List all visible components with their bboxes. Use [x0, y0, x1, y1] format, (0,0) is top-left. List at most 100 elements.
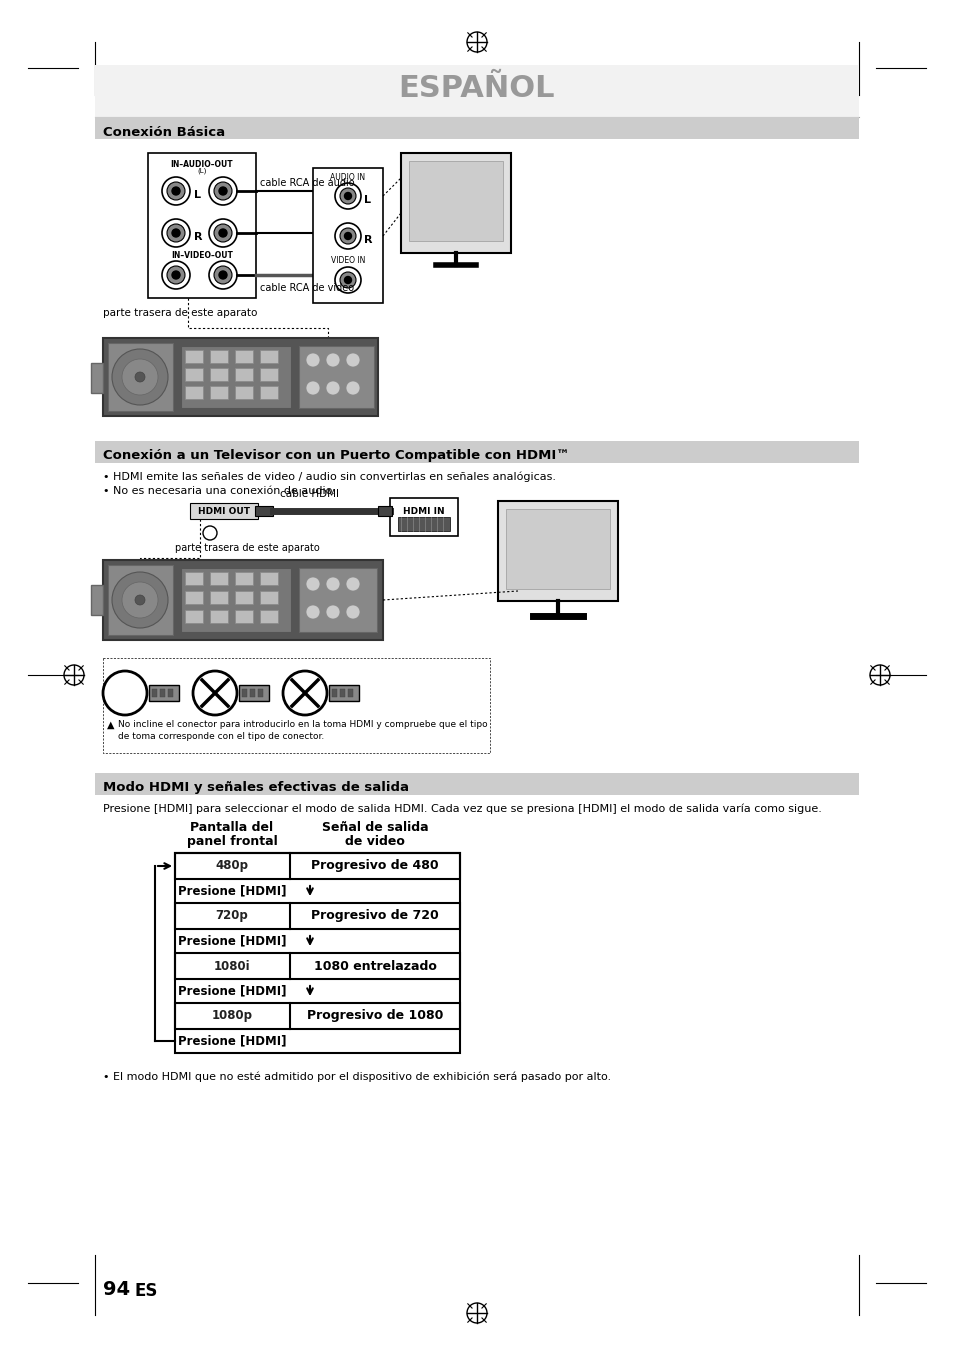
Bar	[239, 684, 269, 701]
Bar	[95, 117, 858, 139]
Bar	[185, 386, 203, 400]
Bar	[254, 506, 273, 516]
Text: HDMI OUT: HDMI OUT	[198, 506, 250, 516]
Bar	[174, 1003, 459, 1029]
Bar	[174, 853, 459, 1053]
Circle shape	[135, 373, 145, 382]
Text: R: R	[193, 232, 202, 242]
Text: de video: de video	[345, 836, 404, 848]
Circle shape	[344, 277, 351, 284]
Bar	[210, 350, 228, 363]
Bar	[260, 369, 277, 381]
Bar	[185, 350, 203, 363]
Circle shape	[344, 232, 351, 239]
Bar	[95, 65, 858, 117]
Bar	[210, 369, 228, 381]
Bar	[377, 506, 392, 516]
Text: 1080p: 1080p	[212, 1010, 253, 1022]
Bar	[91, 585, 103, 616]
Bar	[108, 343, 172, 410]
Circle shape	[135, 595, 145, 605]
Text: Señal de salida: Señal de salida	[321, 821, 428, 834]
Circle shape	[112, 350, 168, 405]
Circle shape	[213, 182, 232, 200]
Text: IN–AUDIO–OUT: IN–AUDIO–OUT	[171, 161, 233, 169]
Circle shape	[219, 188, 227, 194]
Circle shape	[167, 224, 185, 242]
Bar	[190, 504, 257, 518]
Text: IN–VIDEO–OUT: IN–VIDEO–OUT	[171, 251, 233, 261]
Bar	[260, 572, 277, 585]
Bar	[234, 610, 253, 622]
Text: • No es necesaria una conexión de audio.: • No es necesaria una conexión de audio.	[103, 486, 335, 495]
Text: de toma corresponde con el tipo de conector.: de toma corresponde con el tipo de conec…	[118, 732, 324, 741]
Text: parte trasera de este aparato: parte trasera de este aparato	[103, 308, 257, 319]
Bar	[174, 953, 459, 979]
Bar	[234, 369, 253, 381]
Bar	[181, 346, 291, 408]
Bar	[185, 572, 203, 585]
Bar	[210, 591, 228, 603]
Text: Conexión a un Televisor con un Puerto Compatible con HDMI™: Conexión a un Televisor con un Puerto Co…	[103, 450, 569, 463]
Bar	[148, 153, 255, 298]
Bar	[103, 560, 382, 640]
Text: ▲: ▲	[107, 720, 114, 730]
Bar	[234, 572, 253, 585]
Text: Pantalla del: Pantalla del	[191, 821, 274, 834]
Text: Progresivo de 480: Progresivo de 480	[311, 860, 438, 872]
Bar	[234, 350, 253, 363]
Bar	[210, 572, 228, 585]
Circle shape	[326, 576, 339, 591]
Bar	[390, 498, 457, 536]
Bar	[210, 610, 228, 622]
Text: ES: ES	[135, 1282, 158, 1300]
Circle shape	[219, 230, 227, 238]
Circle shape	[346, 605, 359, 620]
Bar	[210, 386, 228, 400]
Circle shape	[213, 266, 232, 283]
Circle shape	[306, 576, 319, 591]
Bar	[108, 566, 172, 634]
Text: L: L	[194, 190, 201, 200]
Text: Presione [HDMI]: Presione [HDMI]	[177, 1034, 286, 1048]
Text: Progresivo de 1080: Progresivo de 1080	[307, 1010, 443, 1022]
Text: (L): (L)	[197, 167, 207, 174]
Bar	[497, 501, 618, 601]
Text: 1080 entrelazado: 1080 entrelazado	[314, 960, 436, 972]
Bar	[339, 688, 345, 697]
Circle shape	[167, 266, 185, 283]
Text: • El modo HDMI que no esté admitido por el dispositivo de exhibición será pasado: • El modo HDMI que no esté admitido por …	[103, 1071, 611, 1081]
Bar	[149, 684, 179, 701]
Bar	[409, 161, 502, 242]
Circle shape	[122, 582, 158, 618]
Text: Presione [HDMI] para seleccionar el modo de salida HDMI. Cada vez que se presion: Presione [HDMI] para seleccionar el modo…	[103, 803, 821, 814]
Circle shape	[339, 271, 355, 288]
Bar	[95, 441, 858, 463]
Text: VIDEO IN: VIDEO IN	[331, 256, 365, 265]
Bar	[95, 774, 858, 795]
Text: cable RCA de audio: cable RCA de audio	[260, 178, 355, 188]
Bar	[234, 591, 253, 603]
Circle shape	[326, 352, 339, 367]
Text: • HDMI emite las señales de video / audio sin convertirlas en señales analógicas: • HDMI emite las señales de video / audi…	[103, 471, 556, 482]
Text: parte trasera de este aparato: parte trasera de este aparato	[174, 543, 319, 554]
Text: R: R	[363, 235, 372, 244]
Bar	[174, 853, 459, 879]
Bar	[103, 338, 377, 416]
Bar	[397, 517, 450, 531]
Circle shape	[122, 359, 158, 396]
Bar	[260, 350, 277, 363]
Circle shape	[172, 188, 180, 194]
Text: L: L	[364, 194, 371, 205]
Text: ESPAÑOL: ESPAÑOL	[398, 74, 555, 103]
Bar	[298, 346, 374, 408]
Bar	[185, 591, 203, 603]
Circle shape	[339, 228, 355, 244]
Bar	[152, 688, 157, 697]
Bar	[174, 903, 459, 929]
Bar	[234, 386, 253, 400]
Text: HDMI IN: HDMI IN	[403, 508, 444, 516]
Circle shape	[344, 193, 351, 200]
Circle shape	[326, 605, 339, 620]
Circle shape	[346, 576, 359, 591]
